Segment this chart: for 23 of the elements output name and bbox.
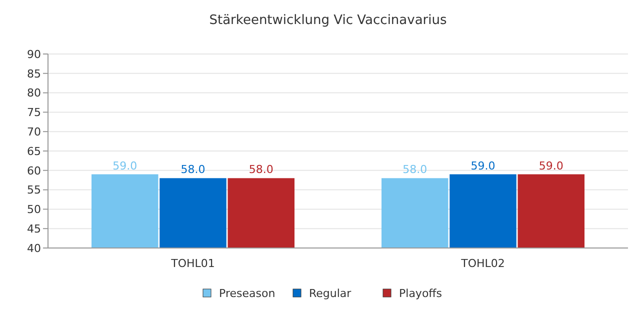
y-tick-label: 60	[27, 164, 41, 178]
data-label: 58.0	[402, 163, 428, 176]
data-label: 59.0	[538, 159, 564, 172]
data-label: 59.0	[470, 159, 496, 172]
legend-label: Regular	[309, 286, 352, 300]
data-label: 59.0	[112, 159, 138, 172]
data-label: 58.0	[180, 163, 206, 176]
y-tick-label: 75	[27, 106, 41, 120]
y-tick-label: 80	[27, 86, 41, 100]
y-tick-label: 55	[27, 184, 41, 197]
chart-title: Stärkeentwicklung Vic Vaccinavarius	[209, 13, 447, 28]
y-tick-label: 40	[27, 242, 41, 255]
x-tick-label: TOHL01	[170, 257, 215, 270]
y-tick-label: 50	[27, 203, 41, 216]
legend-label: Preseason	[219, 286, 276, 300]
y-tick-label: 45	[27, 222, 41, 236]
data-label: 58.0	[248, 163, 274, 176]
y-tick-label: 65	[27, 144, 41, 158]
legend-label: Playoffs	[399, 286, 442, 300]
x-tick-label: TOHL02	[460, 257, 505, 270]
y-tick-label: 90	[27, 48, 41, 61]
y-tick-label: 70	[27, 125, 41, 138]
y-tick-label: 85	[27, 67, 41, 80]
